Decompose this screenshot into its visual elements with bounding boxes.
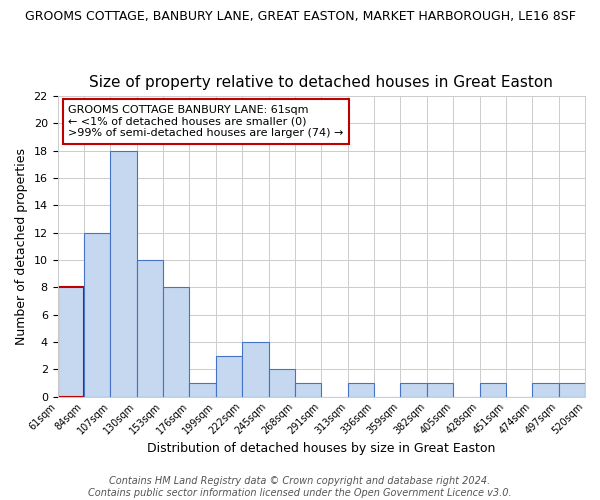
- Bar: [84, 232, 110, 396]
- Title: Size of property relative to detached houses in Great Easton: Size of property relative to detached ho…: [89, 76, 553, 90]
- Bar: [58, 287, 84, 397]
- Bar: [559, 383, 585, 396]
- Bar: [479, 383, 506, 396]
- Text: GROOMS COTTAGE, BANBURY LANE, GREAT EASTON, MARKET HARBOROUGH, LE16 8SF: GROOMS COTTAGE, BANBURY LANE, GREAT EAST…: [25, 10, 575, 23]
- Bar: [137, 260, 163, 396]
- Bar: [110, 150, 137, 396]
- Bar: [242, 342, 269, 396]
- Bar: [295, 383, 321, 396]
- Bar: [400, 383, 427, 396]
- Bar: [269, 369, 295, 396]
- Bar: [427, 383, 453, 396]
- Text: GROOMS COTTAGE BANBURY LANE: 61sqm
← <1% of detached houses are smaller (0)
>99%: GROOMS COTTAGE BANBURY LANE: 61sqm ← <1%…: [68, 105, 343, 138]
- X-axis label: Distribution of detached houses by size in Great Easton: Distribution of detached houses by size …: [147, 442, 496, 455]
- Y-axis label: Number of detached properties: Number of detached properties: [15, 148, 28, 344]
- Bar: [532, 383, 559, 396]
- Bar: [163, 287, 190, 397]
- Bar: [216, 356, 242, 397]
- Bar: [347, 383, 374, 396]
- Bar: [190, 383, 216, 396]
- Text: Contains HM Land Registry data © Crown copyright and database right 2024.
Contai: Contains HM Land Registry data © Crown c…: [88, 476, 512, 498]
